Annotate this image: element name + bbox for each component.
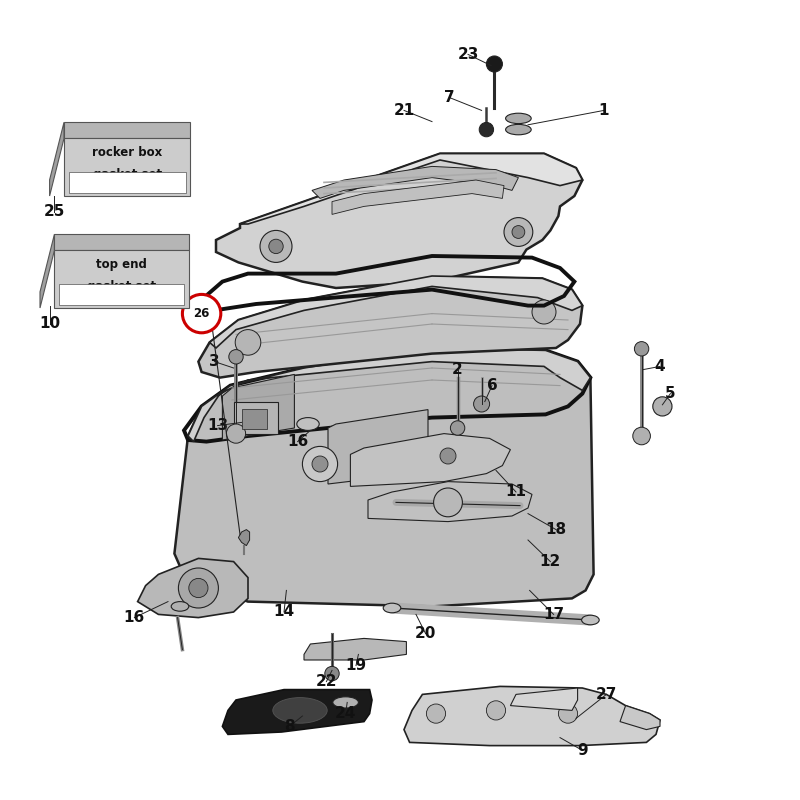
- Circle shape: [434, 488, 462, 517]
- Polygon shape: [188, 348, 590, 442]
- Circle shape: [260, 230, 292, 262]
- Ellipse shape: [383, 603, 401, 613]
- Circle shape: [430, 438, 466, 474]
- Circle shape: [512, 226, 525, 238]
- Ellipse shape: [273, 698, 327, 723]
- Circle shape: [633, 427, 650, 445]
- Text: 16: 16: [124, 610, 145, 625]
- Text: 21: 21: [394, 103, 414, 118]
- Circle shape: [486, 56, 502, 72]
- Circle shape: [479, 122, 494, 137]
- Circle shape: [269, 239, 283, 254]
- Text: 18: 18: [546, 522, 566, 537]
- Polygon shape: [404, 686, 660, 746]
- Text: 27: 27: [596, 687, 617, 702]
- Polygon shape: [50, 122, 64, 196]
- Text: top end: top end: [96, 258, 147, 271]
- Circle shape: [450, 421, 465, 435]
- Polygon shape: [332, 180, 504, 214]
- Text: 22: 22: [316, 674, 337, 689]
- Text: 9: 9: [577, 743, 588, 758]
- Circle shape: [653, 397, 672, 416]
- Circle shape: [189, 578, 208, 598]
- Circle shape: [229, 350, 243, 364]
- Polygon shape: [312, 166, 518, 198]
- Polygon shape: [69, 172, 186, 193]
- Polygon shape: [222, 374, 294, 440]
- Text: 14: 14: [274, 605, 294, 619]
- Circle shape: [474, 396, 490, 412]
- Polygon shape: [198, 276, 582, 378]
- Circle shape: [312, 456, 328, 472]
- Polygon shape: [54, 250, 189, 308]
- Polygon shape: [210, 276, 582, 348]
- Text: 10: 10: [39, 317, 60, 331]
- Polygon shape: [40, 234, 54, 308]
- Text: 8: 8: [284, 719, 295, 734]
- Text: 12: 12: [540, 554, 561, 569]
- Text: 5: 5: [665, 386, 676, 401]
- Circle shape: [426, 704, 446, 723]
- Text: 13: 13: [207, 418, 228, 433]
- Circle shape: [558, 704, 578, 723]
- Text: 7: 7: [444, 90, 455, 105]
- Circle shape: [182, 294, 221, 333]
- Polygon shape: [59, 284, 184, 305]
- Text: 24: 24: [335, 706, 356, 721]
- Polygon shape: [304, 638, 406, 660]
- Text: 6: 6: [486, 378, 498, 393]
- Text: 17: 17: [543, 607, 564, 622]
- Circle shape: [486, 701, 506, 720]
- Polygon shape: [64, 138, 190, 196]
- Circle shape: [440, 448, 456, 464]
- Circle shape: [634, 342, 649, 356]
- Text: 19: 19: [346, 658, 366, 673]
- Text: 23: 23: [458, 47, 478, 62]
- Text: gasket set: gasket set: [87, 280, 156, 293]
- Circle shape: [302, 446, 338, 482]
- Polygon shape: [368, 482, 532, 522]
- Circle shape: [235, 330, 261, 355]
- Ellipse shape: [506, 113, 531, 123]
- Polygon shape: [222, 690, 372, 734]
- Polygon shape: [138, 558, 248, 618]
- Ellipse shape: [506, 124, 531, 135]
- Ellipse shape: [582, 615, 599, 625]
- Polygon shape: [240, 154, 582, 224]
- Circle shape: [504, 218, 533, 246]
- Ellipse shape: [297, 418, 319, 430]
- Circle shape: [226, 424, 246, 443]
- Ellipse shape: [333, 697, 358, 708]
- Bar: [234, 402, 278, 434]
- Text: 16: 16: [287, 434, 308, 449]
- Text: gasket set: gasket set: [93, 168, 162, 181]
- Text: 1: 1: [598, 103, 610, 118]
- Text: 2: 2: [452, 362, 463, 377]
- Polygon shape: [510, 688, 578, 710]
- Polygon shape: [54, 234, 189, 250]
- Polygon shape: [620, 706, 660, 730]
- Text: 25: 25: [44, 205, 65, 219]
- Text: 26: 26: [194, 307, 210, 320]
- Polygon shape: [216, 154, 582, 288]
- Polygon shape: [350, 434, 510, 486]
- Polygon shape: [238, 530, 250, 546]
- Text: 11: 11: [506, 485, 526, 499]
- Polygon shape: [328, 410, 428, 484]
- Circle shape: [178, 568, 218, 608]
- Circle shape: [325, 666, 339, 681]
- Text: 3: 3: [209, 354, 220, 369]
- Polygon shape: [174, 348, 594, 606]
- Circle shape: [532, 300, 556, 324]
- Text: 4: 4: [654, 359, 666, 374]
- Bar: [242, 409, 267, 429]
- Text: 20: 20: [415, 626, 436, 641]
- Text: rocker box: rocker box: [92, 146, 162, 159]
- Ellipse shape: [171, 602, 189, 611]
- Polygon shape: [64, 122, 190, 138]
